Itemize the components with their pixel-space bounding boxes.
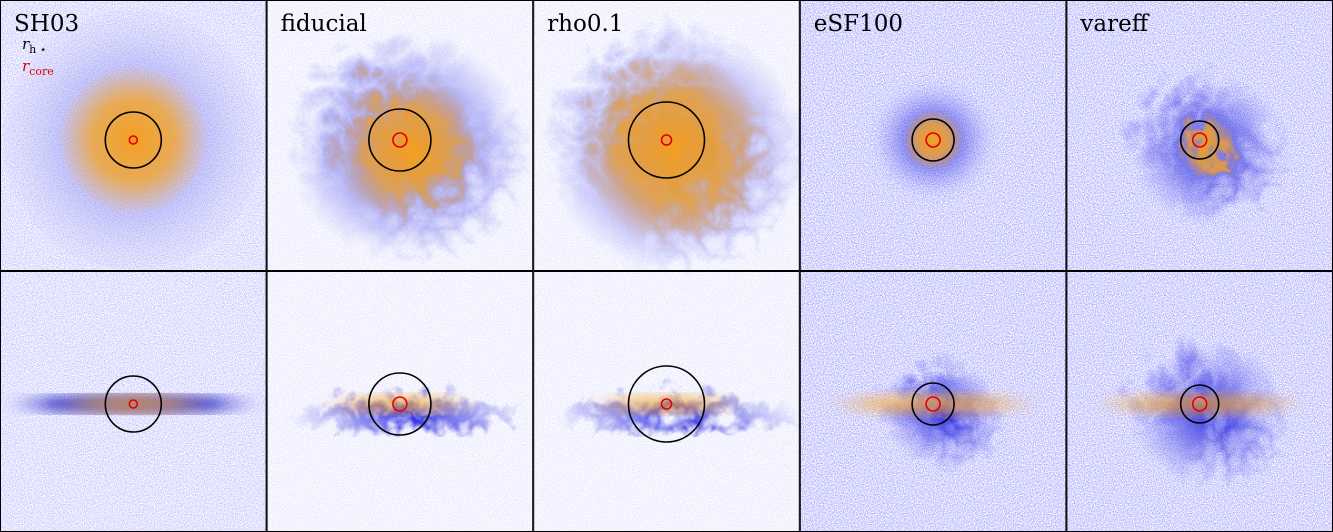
panel-border bbox=[266, 0, 534, 271]
panel bbox=[266, 0, 534, 271]
panel-border bbox=[533, 0, 800, 271]
panel bbox=[799, 0, 1067, 271]
panel-label: SH03 bbox=[14, 11, 79, 37]
stars bbox=[324, 65, 475, 215]
core-radius bbox=[925, 132, 941, 148]
legend-symbol: r bbox=[22, 35, 30, 53]
legend-subscript: h ⋆ bbox=[29, 43, 46, 56]
panel-border bbox=[0, 0, 267, 271]
half-mass-radius bbox=[911, 118, 955, 162]
panel bbox=[1066, 0, 1333, 271]
legend-entry: rcore bbox=[22, 57, 54, 78]
core-radius bbox=[392, 132, 408, 148]
stars bbox=[586, 394, 747, 414]
stars bbox=[823, 392, 1044, 416]
core-radius bbox=[925, 396, 941, 412]
panel-border bbox=[799, 0, 1067, 271]
stars bbox=[1169, 110, 1230, 170]
panel-label: rho0.1 bbox=[547, 11, 623, 37]
panel bbox=[1066, 271, 1333, 532]
panel bbox=[0, 0, 267, 271]
core-radius bbox=[660, 134, 673, 146]
core-radius bbox=[128, 399, 139, 409]
panel bbox=[266, 271, 534, 532]
legend-symbol: r bbox=[22, 57, 30, 75]
stars bbox=[319, 394, 480, 414]
panel-label: eSF100 bbox=[814, 11, 903, 37]
core-radius bbox=[660, 398, 673, 410]
panel bbox=[533, 0, 800, 271]
half-mass-radius bbox=[368, 108, 432, 172]
stars bbox=[58, 65, 209, 215]
panel bbox=[533, 271, 800, 532]
half-mass-radius bbox=[104, 111, 163, 169]
core-radius bbox=[392, 396, 408, 412]
core-radius bbox=[1191, 396, 1208, 412]
panel-label: fiducial bbox=[281, 11, 367, 37]
half-mass-radius bbox=[104, 375, 163, 433]
panel bbox=[0, 271, 267, 532]
core-radius bbox=[1191, 132, 1208, 148]
stars bbox=[571, 45, 762, 235]
half-mass-radius bbox=[627, 101, 706, 179]
half-mass-radius bbox=[368, 372, 432, 436]
panel bbox=[799, 271, 1067, 532]
panel-label: vareff bbox=[1079, 11, 1149, 37]
half-mass-radius bbox=[1179, 384, 1220, 424]
stars bbox=[1089, 392, 1310, 416]
stars bbox=[53, 394, 214, 414]
half-mass-radius bbox=[627, 365, 706, 443]
half-mass-radius bbox=[1179, 120, 1220, 160]
core-radius bbox=[128, 135, 139, 145]
legend-subscript: core bbox=[29, 65, 54, 78]
half-mass-radius bbox=[911, 382, 955, 426]
legend-entry: rh ⋆ bbox=[22, 35, 47, 56]
